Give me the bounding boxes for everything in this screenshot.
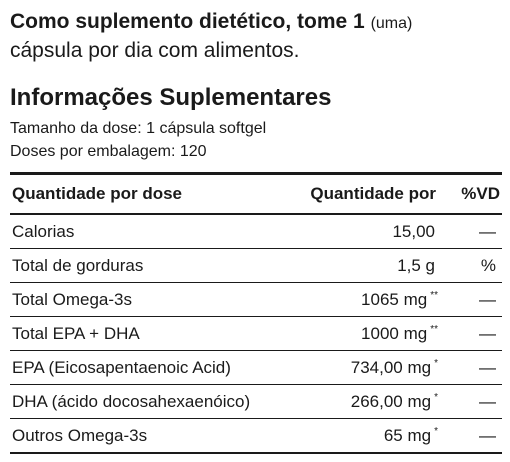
nutrient-amount: 65 mg * (383, 425, 438, 445)
table-header-row: Quantidade por dose Quantidade por %VD (10, 175, 502, 215)
table-row: Total Omega-3s 1065 mg ** — (10, 283, 502, 317)
nutrient-amount: 15,00 (392, 221, 435, 241)
nutrient-amount: 734,00 mg * (350, 357, 438, 377)
nutrient-amount: 266,00 mg * (350, 391, 438, 411)
table-row: Outros Omega-3s 65 mg * — (10, 419, 502, 454)
nutrient-name: Outros Omega-3s (12, 425, 148, 445)
nutrient-name: Calorias (12, 221, 75, 241)
nutrient-name: DHA (ácido docosahexaenóico) (12, 391, 251, 411)
nutrient-dv: — (479, 391, 496, 411)
nutrient-dv: — (479, 425, 496, 445)
nutrient-amount: 1000 mg ** (361, 323, 438, 343)
servings-per-container: Doses por embalagem: 120 (10, 143, 207, 160)
nutrient-name: Total EPA + DHA (12, 323, 140, 343)
header-amount: Quantidade por (310, 184, 436, 203)
header-name: Quantidade por dose (12, 184, 183, 203)
nutrient-dv: — (479, 289, 496, 309)
table-row: Total EPA + DHA 1000 mg ** — (10, 317, 502, 351)
nutrient-dv: — (479, 221, 496, 241)
directions-text: Como suplemento dietético, tome 1 (uma) … (10, 8, 505, 64)
table-row: EPA (Eicosapentaenoic Acid) 734,00 mg * — (10, 351, 502, 385)
supplement-facts-table: Quantidade por dose Quantidade por %VD C… (10, 175, 502, 454)
nutrient-dv: % (480, 255, 496, 275)
directions-bold: Como suplemento dietético, tome 1 (10, 10, 365, 33)
panel-title: Informações Suplementares (10, 84, 332, 111)
nutrient-dv: — (479, 357, 496, 377)
serving-size: Tamanho da dose: 1 cápsula softgel (10, 120, 267, 137)
nutrient-name: EPA (Eicosapentaenoic Acid) (12, 357, 231, 377)
directions-small: (uma) (370, 15, 413, 32)
header-dv: %VD (461, 184, 500, 203)
nutrient-amount: 1,5 g (397, 255, 435, 275)
top-rule (10, 172, 502, 175)
table-row: Total de gorduras 1,5 g % (10, 249, 502, 283)
nutrient-name: Total Omega-3s (12, 289, 132, 309)
table-row: DHA (ácido docosahexaenóico) 266,00 mg * … (10, 385, 502, 419)
directions-rest: cápsula por dia com alimentos. (10, 39, 300, 62)
table-row: Calorias 15,00 — (10, 215, 502, 249)
nutrient-amount: 1065 mg ** (361, 289, 438, 309)
nutrient-name: Total de gorduras (12, 255, 144, 275)
nutrient-dv: — (479, 323, 496, 343)
